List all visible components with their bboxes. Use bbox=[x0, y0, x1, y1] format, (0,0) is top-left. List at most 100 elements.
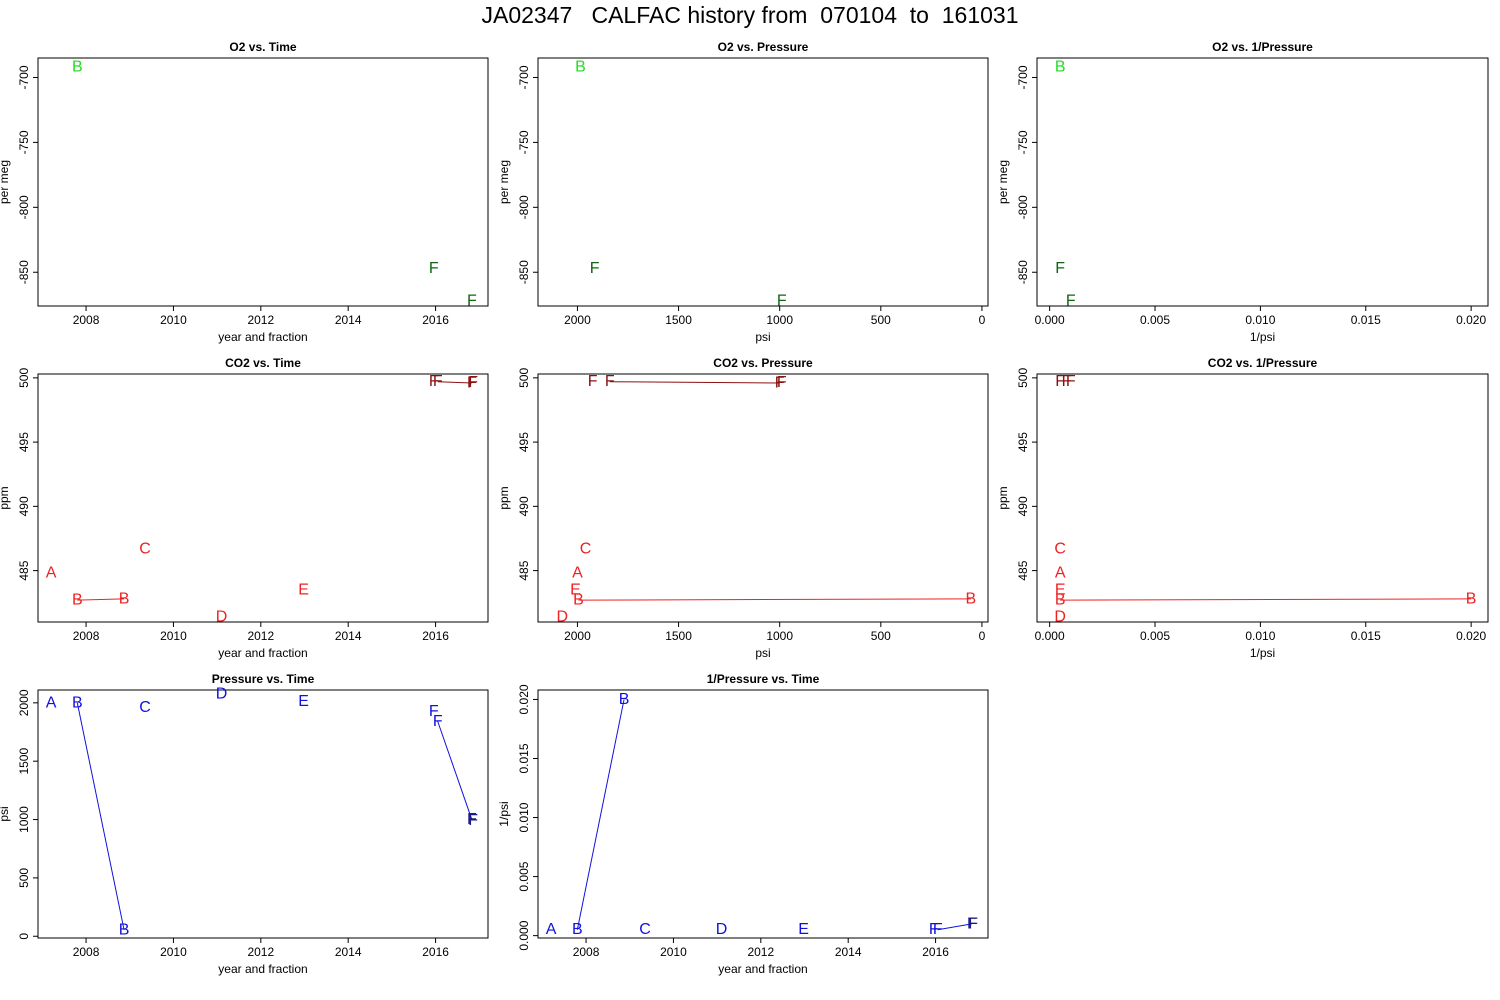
data-point-f: F bbox=[967, 915, 977, 932]
x-tick-label: 0.015 bbox=[1351, 313, 1381, 327]
x-tick-label: 1500 bbox=[665, 629, 692, 643]
y-tick-label: 1000 bbox=[17, 806, 31, 833]
y-tick-label: 490 bbox=[517, 496, 531, 516]
data-point-b: B bbox=[1055, 592, 1066, 609]
data-point-e: E bbox=[570, 581, 581, 598]
chart-title: CO2 vs. Pressure bbox=[713, 356, 813, 370]
y-tick-label: 485 bbox=[1016, 560, 1030, 580]
x-axis-label: year and fraction bbox=[718, 962, 807, 976]
y-tick-label: 500 bbox=[17, 868, 31, 888]
x-tick-label: 2008 bbox=[73, 629, 100, 643]
x-axis-label: year and fraction bbox=[218, 646, 307, 660]
plot-frame bbox=[537, 373, 989, 623]
y-tick-label: -800 bbox=[17, 195, 31, 219]
data-point-a: A bbox=[46, 565, 57, 582]
x-axis-label: 1/psi bbox=[1250, 646, 1275, 660]
data-point-e: E bbox=[1055, 581, 1066, 598]
data-point-a: A bbox=[1055, 565, 1066, 582]
data-point-b: B bbox=[1466, 590, 1477, 607]
data-point-f: F bbox=[429, 260, 439, 277]
data-point-f: F bbox=[605, 373, 615, 390]
x-tick-label: 500 bbox=[871, 313, 891, 327]
y-tick-label: -750 bbox=[17, 130, 31, 154]
y-axis-label: ppm bbox=[996, 486, 1010, 509]
series-line bbox=[578, 598, 971, 601]
data-point-f: F bbox=[467, 811, 477, 828]
data-point-f: F bbox=[590, 260, 600, 277]
x-tick-label: 0.000 bbox=[1035, 313, 1065, 327]
y-tick-label: 0.000 bbox=[517, 920, 531, 950]
data-point-c: C bbox=[639, 921, 651, 938]
plot-frame bbox=[537, 57, 989, 307]
series-line bbox=[576, 699, 625, 930]
y-tick-label: -800 bbox=[1016, 195, 1030, 219]
x-tick-label: 2012 bbox=[247, 945, 274, 959]
y-tick-label: -700 bbox=[517, 65, 531, 89]
y-tick-label: 490 bbox=[1016, 496, 1030, 516]
x-tick-label: 2010 bbox=[660, 945, 687, 959]
data-point-b: B bbox=[119, 590, 130, 607]
y-tick-label: 0 bbox=[17, 933, 31, 940]
plot-frame bbox=[37, 57, 489, 307]
y-tick-label: 490 bbox=[17, 496, 31, 516]
series-line bbox=[76, 702, 125, 930]
data-point-d: D bbox=[716, 921, 728, 938]
y-tick-label: -800 bbox=[517, 195, 531, 219]
data-point-f: F bbox=[775, 374, 785, 391]
chart-title: CO2 vs. 1/Pressure bbox=[1208, 356, 1318, 370]
x-tick-label: 2012 bbox=[247, 313, 274, 327]
chart-title: Pressure vs. Time bbox=[212, 672, 315, 686]
y-tick-label: 500 bbox=[517, 368, 531, 388]
x-tick-label: 0 bbox=[979, 629, 986, 643]
data-point-f: F bbox=[777, 374, 787, 391]
chart-panel-6: CO2 vs. 1/Pressure 1/psi ppm 0.000 0.005 0.01… bbox=[996, 356, 1489, 660]
data-point-f: F bbox=[429, 703, 439, 720]
data-point-c: C bbox=[139, 699, 151, 716]
y-tick-label: 0.015 bbox=[517, 743, 531, 773]
x-tick-label: 2010 bbox=[160, 629, 187, 643]
x-tick-label: 2016 bbox=[922, 945, 949, 959]
x-tick-label: 0.000 bbox=[1035, 629, 1065, 643]
y-tick-label: 0.020 bbox=[517, 684, 531, 714]
data-point-f: F bbox=[467, 292, 477, 309]
x-tick-label: 0.010 bbox=[1245, 313, 1275, 327]
data-point-a: A bbox=[546, 921, 557, 938]
x-tick-label: 2014 bbox=[335, 629, 362, 643]
x-tick-label: 2010 bbox=[160, 313, 187, 327]
chart-panel-5: CO2 vs. Pressure psi ppm 2000 1500 1000 500 0 48… bbox=[497, 356, 989, 660]
x-tick-label: 2008 bbox=[73, 313, 100, 327]
data-point-b: B bbox=[572, 921, 583, 938]
y-tick-label: 500 bbox=[1016, 368, 1030, 388]
x-tick-label: 1500 bbox=[665, 313, 692, 327]
y-tick-label: 2000 bbox=[17, 689, 31, 716]
data-point-b: B bbox=[72, 694, 83, 711]
series-line bbox=[437, 721, 473, 820]
x-axis-label: psi bbox=[755, 646, 770, 660]
x-axis-label: year and fraction bbox=[218, 330, 307, 344]
plot-frame bbox=[37, 373, 489, 623]
data-point-b: B bbox=[619, 691, 630, 708]
data-point-f: F bbox=[1066, 292, 1076, 309]
x-tick-label: 2000 bbox=[564, 629, 591, 643]
x-tick-label: 2016 bbox=[422, 313, 449, 327]
x-tick-label: 0.005 bbox=[1140, 629, 1170, 643]
data-point-d: D bbox=[556, 608, 568, 625]
data-point-f: F bbox=[468, 812, 478, 829]
data-point-e: E bbox=[298, 693, 309, 710]
data-point-f: F bbox=[933, 921, 943, 938]
data-point-d: D bbox=[216, 608, 228, 625]
chart-panel-3: O2 vs. 1/Pressure 1/psi per meg 0.000 0.005 0… bbox=[996, 40, 1489, 344]
data-point-f: F bbox=[429, 373, 439, 390]
x-axis-label: psi bbox=[755, 330, 770, 344]
data-point-b: B bbox=[575, 59, 586, 76]
x-tick-label: 2016 bbox=[422, 629, 449, 643]
y-tick-label: 495 bbox=[17, 432, 31, 452]
data-point-a: A bbox=[572, 565, 583, 582]
y-tick-label: 495 bbox=[1016, 432, 1030, 452]
y-axis-label: per meg bbox=[996, 160, 1010, 204]
plot-frame bbox=[37, 689, 489, 939]
x-tick-label: 0.005 bbox=[1140, 313, 1170, 327]
data-point-c: C bbox=[139, 540, 151, 557]
data-point-e: E bbox=[298, 581, 309, 598]
y-tick-label: 0.010 bbox=[517, 802, 531, 832]
